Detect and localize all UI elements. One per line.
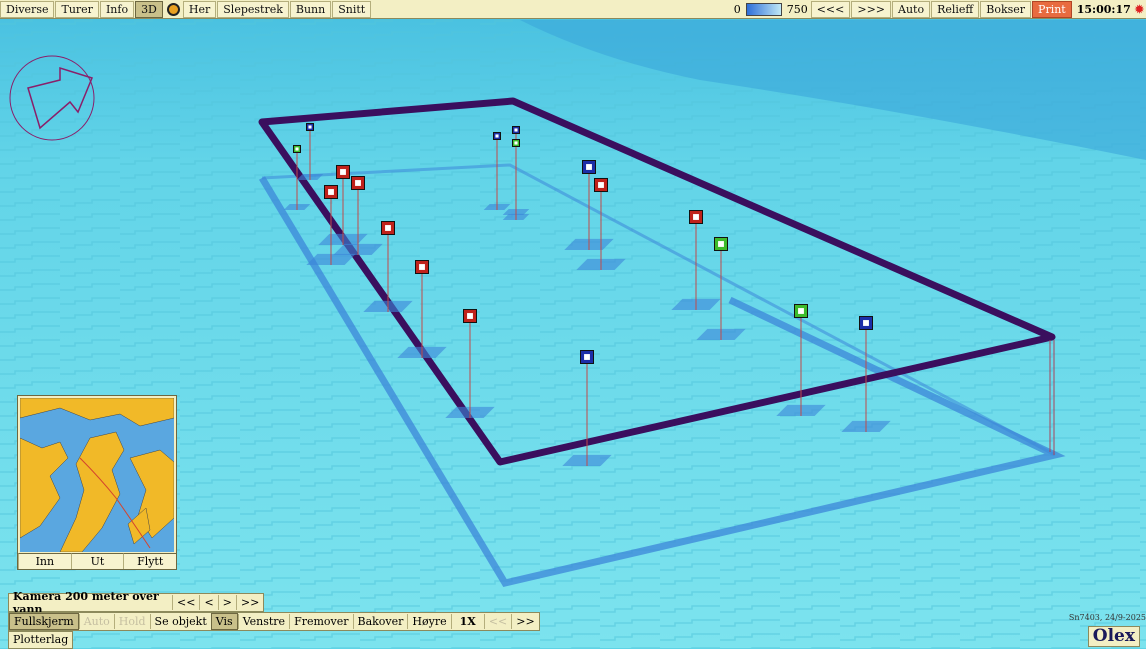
clock: 15:00:17 <box>1076 2 1131 16</box>
marker-blue[interactable] <box>562 350 612 467</box>
see-object-button[interactable]: Se objekt <box>149 614 211 629</box>
bottom-toolbar: Fullskjerm Auto Hold Se objekt Vis Venst… <box>8 612 540 631</box>
marker-blue[interactable] <box>483 132 511 211</box>
camera-up-button[interactable]: > <box>217 595 236 610</box>
move-backward-button[interactable]: Bakover <box>352 614 408 629</box>
fullscreen-button[interactable]: Fullskjerm <box>9 613 79 630</box>
top-toolbar: Diverse Turer Info 3D Her Slepestrek Bun… <box>0 0 1146 19</box>
marker-red[interactable] <box>306 185 356 266</box>
frame-corner-posts <box>1049 340 1055 455</box>
zoom-in-button[interactable]: Inn <box>18 553 71 569</box>
menu-turer[interactable]: Turer <box>55 0 99 18</box>
speed-down-button[interactable]: << <box>483 614 511 629</box>
depth-scale-min: 0 <box>733 2 741 16</box>
nav-back-button[interactable]: <<< <box>810 0 851 18</box>
sun-icon: ✹ <box>1134 2 1144 16</box>
hold-button[interactable]: Hold <box>113 614 150 629</box>
overview-map[interactable]: Inn Ut Flytt <box>17 395 177 570</box>
move-right-button[interactable]: Høyre <box>407 614 450 629</box>
camera-fast-down-button[interactable]: << <box>172 595 199 610</box>
depth-scale-max: 750 <box>786 2 808 16</box>
button-auto[interactable]: Auto <box>892 0 931 18</box>
menu-info[interactable]: Info <box>99 0 135 18</box>
nav-forward-button[interactable]: >>> <box>851 0 892 18</box>
compass-rose <box>9 55 95 141</box>
menu-3d[interactable]: 3D <box>135 0 163 18</box>
vis-button[interactable]: Vis <box>210 613 238 630</box>
marker-red[interactable] <box>333 176 383 256</box>
position-readout: Sn7403, 24/9-2025 <box>1068 613 1146 622</box>
marker-red[interactable] <box>397 260 447 359</box>
move-forward-button[interactable]: Fremover <box>289 614 352 629</box>
button-bokser[interactable]: Bokser <box>980 0 1032 18</box>
speed-up-button[interactable]: >> <box>511 614 538 629</box>
button-snitt[interactable]: Snitt <box>332 0 372 18</box>
marker-red[interactable] <box>671 210 721 311</box>
button-her[interactable]: Her <box>182 0 217 18</box>
camera-fast-up-button[interactable]: >> <box>235 595 263 610</box>
overview-map-chart[interactable] <box>20 398 174 552</box>
marker-green[interactable] <box>776 304 826 417</box>
button-bunn[interactable]: Bunn <box>289 0 332 18</box>
marker-green[interactable] <box>502 139 530 221</box>
camera-bar: Kamera 200 meter over vann << < > >> <box>8 590 265 616</box>
marker-red[interactable] <box>363 221 413 313</box>
move-left-button[interactable]: Venstre <box>237 614 289 629</box>
depth-scale-bar[interactable] <box>745 2 782 16</box>
marker-blue[interactable] <box>296 123 324 181</box>
button-relieff[interactable]: Relieff <box>931 0 980 18</box>
compass-icon[interactable] <box>166 2 180 16</box>
olex-logo: Olex <box>1087 626 1140 647</box>
marker-red[interactable] <box>445 309 495 419</box>
marker-green[interactable] <box>283 145 311 211</box>
marker-green[interactable] <box>696 237 746 341</box>
zoom-out-button[interactable]: Ut <box>70 553 124 569</box>
deep-water-area <box>520 20 1146 160</box>
menu-diverse[interactable]: Diverse <box>0 0 55 18</box>
camera-down-button[interactable]: < <box>199 595 217 610</box>
auto-button[interactable]: Auto <box>78 614 114 629</box>
frame-shadow <box>258 176 1066 587</box>
markers-layer <box>283 123 891 467</box>
button-slepestrek[interactable]: Slepestrek <box>217 0 289 18</box>
marker-red[interactable] <box>576 178 626 271</box>
overview-map-controls: Inn Ut Flytt <box>18 553 177 569</box>
marker-blue[interactable] <box>841 316 891 433</box>
move-map-button[interactable]: Flytt <box>123 553 177 569</box>
print-button[interactable]: Print <box>1032 0 1072 18</box>
plotter-layer-button[interactable]: Plotterlag <box>8 631 74 649</box>
speed-readout: 1X <box>450 614 484 629</box>
